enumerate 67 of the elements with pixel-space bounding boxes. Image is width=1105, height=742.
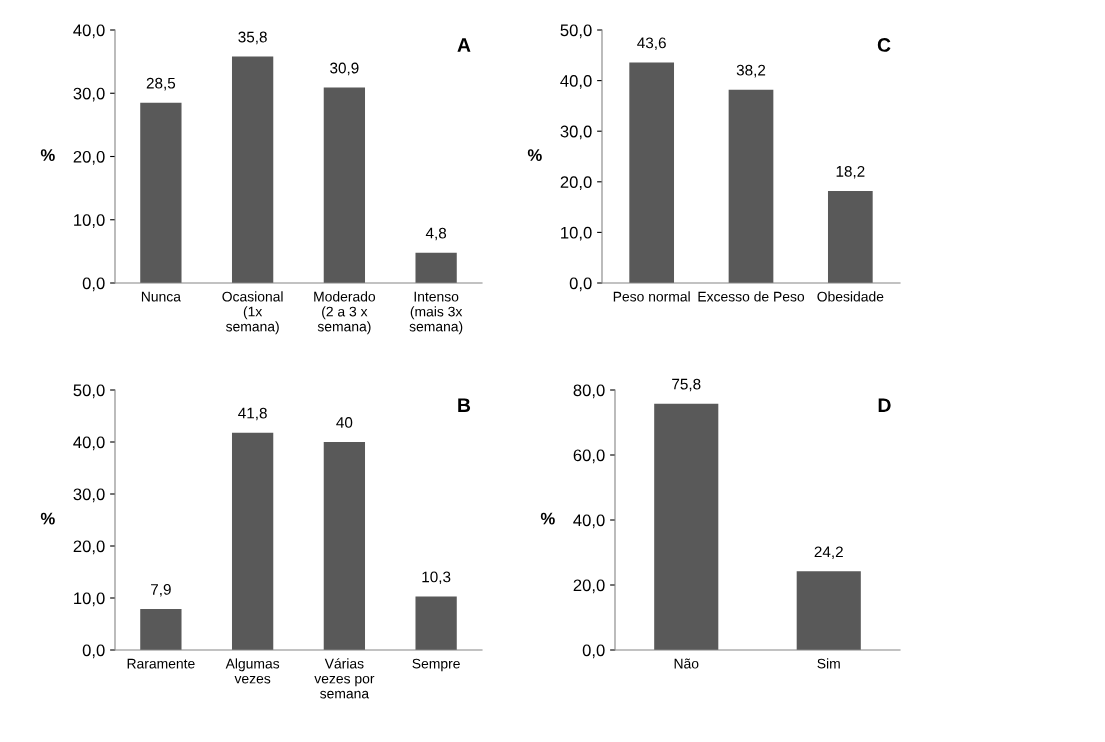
bar — [827, 190, 873, 283]
annotation: C — [877, 38, 891, 52]
y-tick-label: 0,0 — [569, 277, 592, 292]
data-label: 35,8 — [238, 31, 267, 45]
bar — [231, 432, 274, 650]
x-tick-label: Excesso de Peso — [698, 291, 805, 302]
y-tick-label: 40,0 — [560, 75, 592, 89]
bar — [323, 87, 366, 283]
y-tick-label: 20,0 — [560, 176, 592, 190]
x-tick-label: Peso normal — [613, 291, 690, 302]
y-axis-title: % — [527, 149, 542, 161]
bar — [323, 442, 366, 650]
x-tick-label: Ocasional (1x semana) — [222, 291, 283, 335]
data-label: 38,2 — [736, 64, 766, 78]
bar — [140, 102, 182, 283]
y-tick-label: 0,0 — [82, 644, 105, 659]
bar — [231, 56, 274, 283]
y-axis-title: % — [540, 512, 555, 525]
data-label: 43,6 — [637, 37, 666, 51]
y-tick-label: 60,0 — [573, 449, 605, 464]
y-axis-title: % — [40, 512, 55, 525]
data-label: 4,8 — [425, 227, 447, 241]
y-tick-label: 0,0 — [82, 277, 105, 292]
data-label: 40 — [336, 417, 353, 428]
annotation: A — [457, 38, 471, 52]
y-tick-label: 20,0 — [73, 150, 105, 165]
bar — [728, 89, 774, 283]
data-label: 24,2 — [814, 546, 843, 560]
y-tick-label: 20,0 — [573, 579, 605, 594]
bar — [415, 252, 457, 283]
y-tick-label: 50,0 — [560, 24, 592, 39]
data-label: 7,9 — [151, 583, 171, 597]
data-label: 30,9 — [330, 62, 359, 76]
x-tick-label: Algumas vezes — [225, 658, 280, 684]
y-tick-label: 30,0 — [73, 87, 105, 102]
data-label: 18,2 — [836, 165, 865, 179]
bar — [415, 596, 457, 650]
bar — [629, 62, 675, 283]
bar — [140, 608, 182, 650]
y-tick-label: 10,0 — [74, 214, 105, 228]
data-label: 41,8 — [238, 407, 267, 421]
y-tick-label: 40,0 — [573, 514, 605, 529]
y-tick-label: 40,0 — [73, 436, 105, 451]
x-tick-label: Raramente — [127, 658, 195, 669]
y-tick-label: 30,0 — [560, 125, 592, 140]
data-label: 10,3 — [422, 571, 451, 585]
x-tick-label: Várias vezes por semana — [314, 658, 375, 699]
y-tick-label: 10,0 — [561, 226, 592, 241]
y-tick-label: 80,0 — [573, 384, 605, 399]
data-label: 75,8 — [672, 378, 701, 392]
y-tick-label: 10,0 — [74, 592, 105, 607]
y-tick-label: 20,0 — [73, 540, 105, 555]
x-tick-label: Sim — [817, 658, 840, 669]
data-label: 28,5 — [146, 77, 176, 91]
x-tick-label: Sempre — [412, 658, 460, 672]
y-tick-label: 50,0 — [73, 384, 105, 399]
x-tick-label: Intenso (mais 3x semana) — [409, 291, 463, 335]
y-tick-label: 40,0 — [73, 24, 105, 39]
x-tick-label: Moderado (2 a 3 x semana) — [314, 291, 376, 335]
y-tick-label: 0,0 — [582, 644, 605, 659]
annotation: B — [458, 398, 471, 412]
y-tick-label: 30,0 — [73, 488, 105, 503]
x-tick-label: Nunca — [141, 291, 181, 302]
annotation: D — [878, 398, 891, 412]
x-tick-label: Obesidade — [817, 291, 884, 302]
y-axis-title: % — [40, 149, 55, 161]
x-tick-label: Não — [674, 658, 699, 669]
